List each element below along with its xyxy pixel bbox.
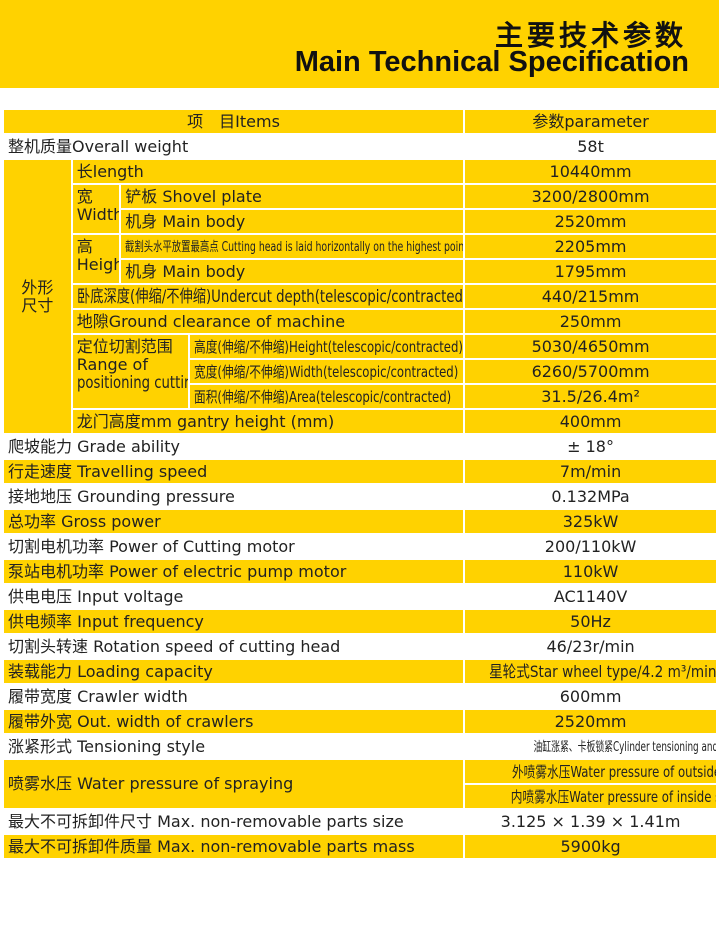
table-row-water: 喷雾水压 Water pressure of spraying 外喷雾水压Wat… [4,760,716,808]
row-label: 长length [72,160,464,183]
row-value: 110kW [465,560,716,583]
row-label: 卧底深度(伸缩/不伸缩)Undercut depth(telescopic/co… [72,285,464,308]
table-row-water-inside: 内喷雾水压Water pressure of inside spraying≥2… [4,785,716,808]
table-row: 最大不可拆卸件质量 Max. non-removable parts mass … [4,835,716,858]
group-dimensions: 外形尺寸 [4,160,71,433]
header-parameter: 参数parameter [465,110,716,133]
table-row: 地隙Ground clearance of machine 250mm [4,310,716,333]
row-value: 58t [465,135,716,158]
table-row: 爬坡能力 Grade ability ± 18° [4,435,716,458]
table-row: 装载能力 Loading capacity 星轮式Star wheel type/… [4,660,716,683]
table-row: 供电电压 Input voltage AC1140V [4,585,716,608]
row-label: 铲板 Shovel plate [121,185,464,208]
row-label: 总功率 Gross power [4,510,464,533]
table-row: 切割头转速 Rotation speed of cutting head 46/2… [4,635,716,658]
row-value: 5030/4650mm [465,335,716,358]
row-label: 装载能力 Loading capacity [4,660,464,683]
row-label: 履带外宽 Out. width of crawlers [4,710,464,733]
row-value: 5900kg [465,835,716,858]
table-row: 供电频率 Input frequency 50Hz [4,610,716,633]
row-label: 接地地压 Grounding pressure [4,485,464,508]
row-label: 喷雾水压 Water pressure of spraying [4,760,464,808]
table-row: 宽 Width 铲板 Shovel plate 3200/2800mm [4,185,716,233]
row-label: 切割头转速 Rotation speed of cutting head [4,635,464,658]
row-value: 星轮式Star wheel type/4.2 m³/min [465,660,716,683]
row-label: 供电电压 Input voltage [4,585,464,608]
width-label: 宽 Width [72,185,120,233]
table-row: 总功率 Gross power 325kW [4,510,716,533]
table-row: 泵站电机功率 Power of electric pump motor 110kW [4,560,716,583]
row-value: 440/215mm [465,285,716,308]
row-label: 最大不可拆卸件质量 Max. non-removable parts mass [4,835,464,858]
row-value: 200/110kW [465,535,716,558]
spec-table: 项 目Items 参数parameter 整机质量Overall weight … [2,108,718,860]
row-label: 宽度(伸缩/不伸缩)Width(telescopic/contracted) [190,360,464,383]
row-label: 泵站电机功率 Power of electric pump motor [4,560,464,583]
row-label: 最大不可拆卸件尺寸 Max. non-removable parts size [4,810,464,833]
row-label: 供电频率 Input frequency [4,610,464,633]
row-label: 截割头水平放置最高点 Cutting head is laid horizont… [121,235,464,258]
row-value: 6260/5700mm [465,360,716,383]
table-row: 履带宽度 Crawler width 600mm [4,685,716,708]
row-value: 1795mm [465,260,716,283]
row-value: 400mm [465,410,716,433]
table-row: 整机质量Overall weight 58t [4,135,716,158]
row-label: 切割电机功率 Power of Cutting motor [4,535,464,558]
table-row: 卧底深度(伸缩/不伸缩)Undercut depth(telescopic/co… [4,285,716,308]
height-label: 高Height [72,235,120,283]
table-header: 项 目Items 参数parameter [4,110,716,133]
row-value: 3200/2800mm [465,185,716,208]
row-value: AC1140V [465,585,716,608]
title-banner: 主要技术参数 Main Technical Specification [0,0,719,88]
table-row: 高Height 截割头水平放置最高点 Cutting head is laid … [4,235,716,283]
row-value: 46/23r/min [465,635,716,658]
row-label: 面积(伸缩/不伸缩)Area(telescopic/contracted) [190,385,464,408]
row-value: 2205mm [465,235,716,258]
table-row: 最大不可拆卸件尺寸 Max. non-removable parts size … [4,810,716,833]
row-label: 整机质量Overall weight [4,135,464,158]
row-value: 250mm [465,310,716,333]
row-value: 600mm [465,685,716,708]
row-value: ± 18° [465,435,716,458]
row-value: 0.132MPa [465,485,716,508]
row-value: 油缸涨紧、卡板锁紧Cylinder tensioning and snap-ga… [465,735,716,758]
title-english: Main Technical Specification [294,46,689,78]
row-value: 31.5/26.4m² [465,385,716,408]
row-value: 325kW [465,510,716,533]
row-value: 外喷雾水压Water pressure of outside spraying≥… [465,760,716,783]
row-label: 龙门高度mm gantry height (mm) [72,410,464,433]
row-value: 内喷雾水压Water pressure of inside spraying≥2… [465,785,716,808]
table-row: 机身 Main body 2520mm [4,210,716,233]
row-label: 地隙Ground clearance of machine [72,310,464,333]
table-row: 宽度(伸缩/不伸缩)Width(telescopic/contracted) 6… [4,360,716,383]
table-row: 行走速度 Travelling speed 7m/min [4,460,716,483]
row-label: 机身 Main body [121,260,464,283]
title-chinese: 主要技术参数 [494,19,687,52]
row-value: 50Hz [465,610,716,633]
table-row: 履带外宽 Out. width of crawlers 2520mm [4,710,716,733]
row-label: 行走速度 Travelling speed [4,460,464,483]
row-label: 高度(伸缩/不伸缩)Height(telescopic/contracted) [190,335,464,358]
table-row: 机身 Main body 1795mm [4,260,716,283]
row-value: 2520mm [465,210,716,233]
table-row: 外形尺寸 长length 10440mm [4,160,716,433]
table-row: 接地地压 Grounding pressure 0.132MPa [4,485,716,508]
row-label: 机身 Main body [121,210,464,233]
row-value: 3.125 × 1.39 × 1.41m [465,810,716,833]
row-value: 2520mm [465,710,716,733]
row-value: 10440mm [465,160,716,183]
header-items: 项 目Items [4,110,464,133]
table-row: 涨紧形式 Tensioning style 油缸涨紧、卡板锁紧Cylinder t… [4,735,716,758]
row-label: 爬坡能力 Grade ability [4,435,464,458]
table-row: 面积(伸缩/不伸缩)Area(telescopic/contracted) 31… [4,385,716,408]
row-value: 7m/min [465,460,716,483]
table-row: 龙门高度mm gantry height (mm) 400mm [4,410,716,433]
row-label: 涨紧形式 Tensioning style [4,735,464,758]
table-row: 切割电机功率 Power of Cutting motor 200/110kW [4,535,716,558]
row-label: 履带宽度 Crawler width [4,685,464,708]
